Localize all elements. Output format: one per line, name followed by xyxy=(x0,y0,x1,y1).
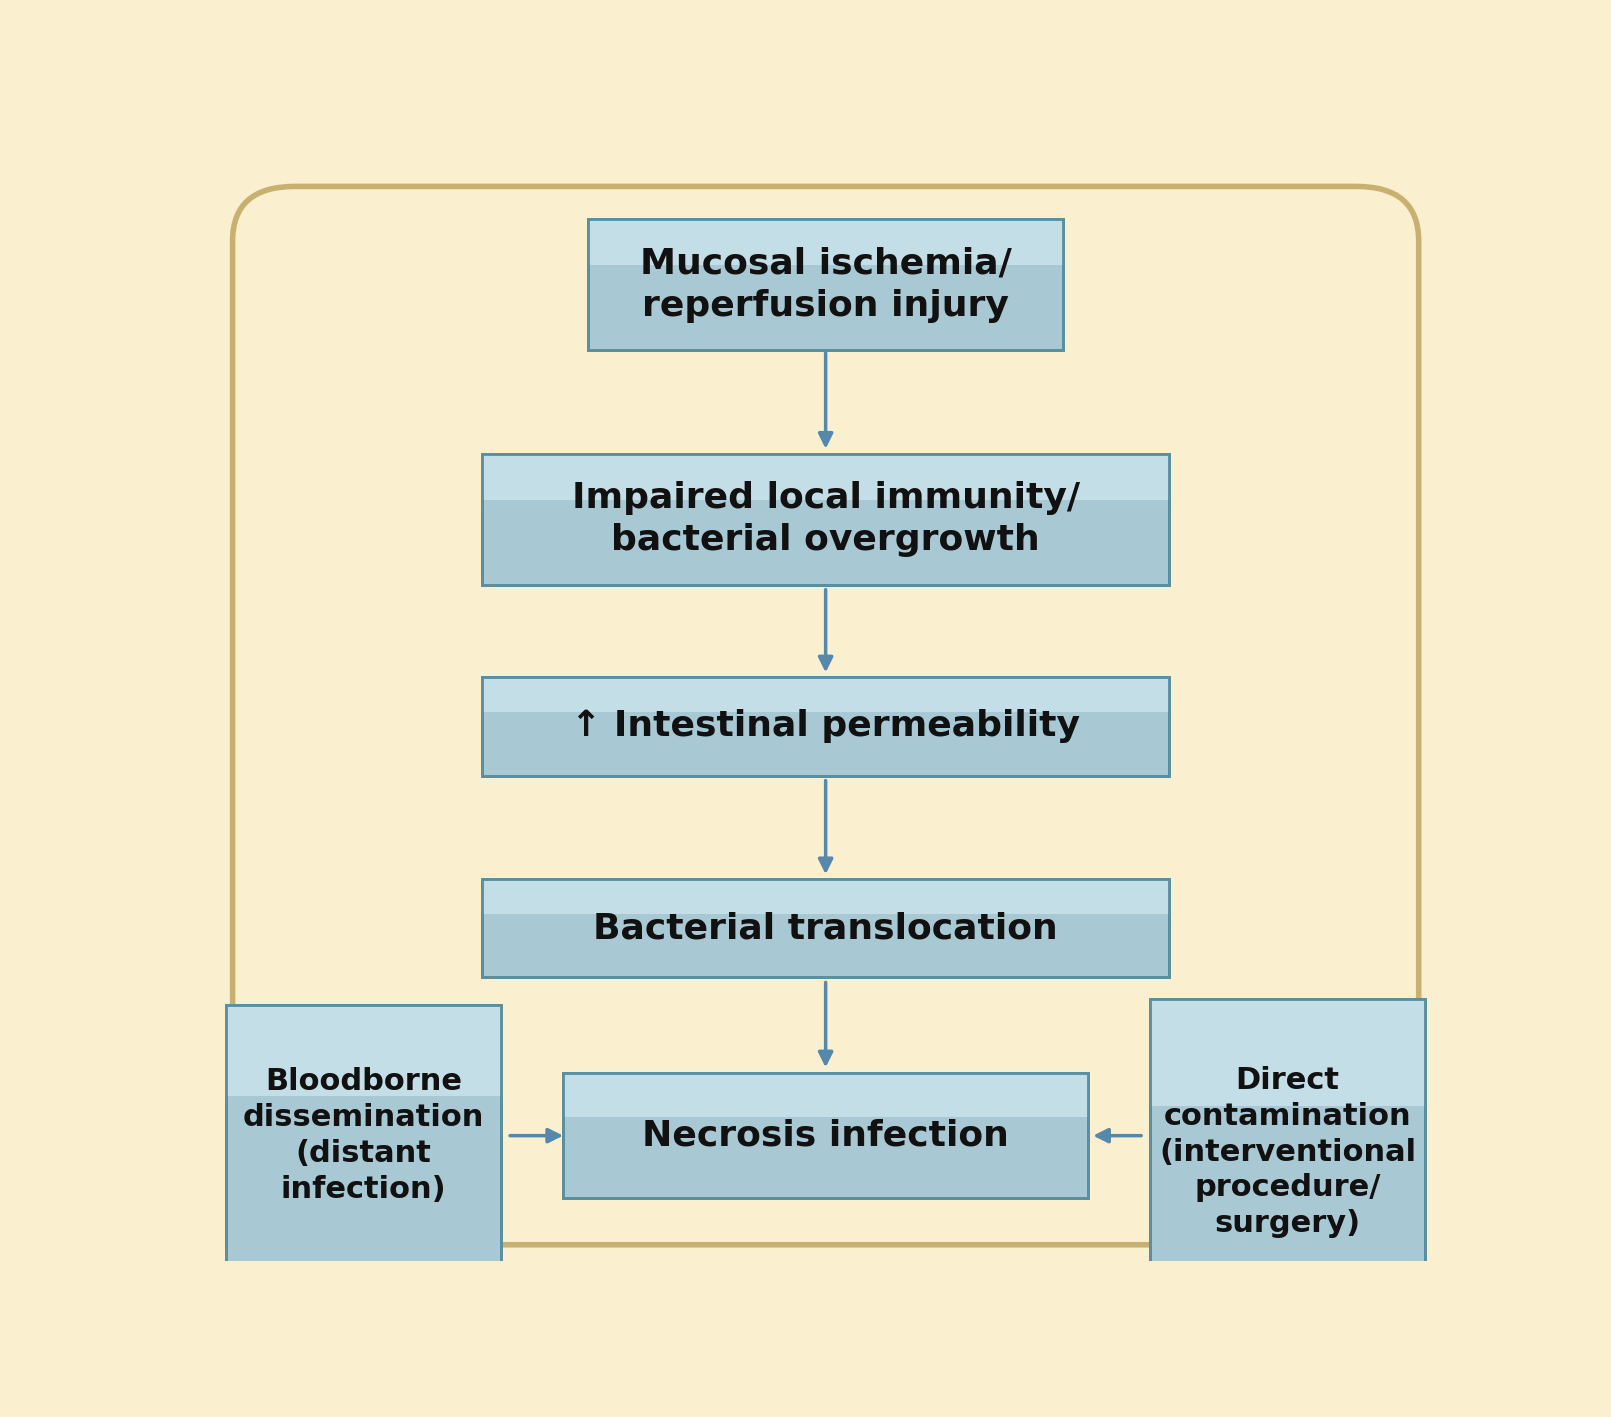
FancyBboxPatch shape xyxy=(232,187,1419,1244)
Text: Mucosal ischemia/
reperfusion injury: Mucosal ischemia/ reperfusion injury xyxy=(640,247,1012,323)
Text: Bacterial translocation: Bacterial translocation xyxy=(593,911,1058,945)
FancyBboxPatch shape xyxy=(482,453,1170,585)
Text: ↑ Intestinal permeability: ↑ Intestinal permeability xyxy=(572,710,1079,744)
Text: Bloodborne
dissemination
(distant
infection): Bloodborne dissemination (distant infect… xyxy=(243,1067,485,1204)
FancyBboxPatch shape xyxy=(482,879,1170,978)
FancyBboxPatch shape xyxy=(482,677,1170,775)
FancyBboxPatch shape xyxy=(1150,999,1424,1107)
FancyBboxPatch shape xyxy=(226,1005,501,1097)
FancyBboxPatch shape xyxy=(226,1005,501,1267)
FancyBboxPatch shape xyxy=(482,453,1170,500)
FancyBboxPatch shape xyxy=(588,220,1063,350)
Text: Direct
contamination
(interventional
procedure/
surgery): Direct contamination (interventional pro… xyxy=(1158,1066,1416,1238)
FancyBboxPatch shape xyxy=(564,1073,1087,1117)
Text: Necrosis infection: Necrosis infection xyxy=(643,1118,1008,1152)
FancyBboxPatch shape xyxy=(482,677,1170,711)
FancyBboxPatch shape xyxy=(482,879,1170,914)
FancyBboxPatch shape xyxy=(588,220,1063,265)
FancyBboxPatch shape xyxy=(564,1073,1087,1199)
Text: Impaired local immunity/
bacterial overgrowth: Impaired local immunity/ bacterial overg… xyxy=(572,482,1079,557)
FancyBboxPatch shape xyxy=(1150,999,1424,1305)
